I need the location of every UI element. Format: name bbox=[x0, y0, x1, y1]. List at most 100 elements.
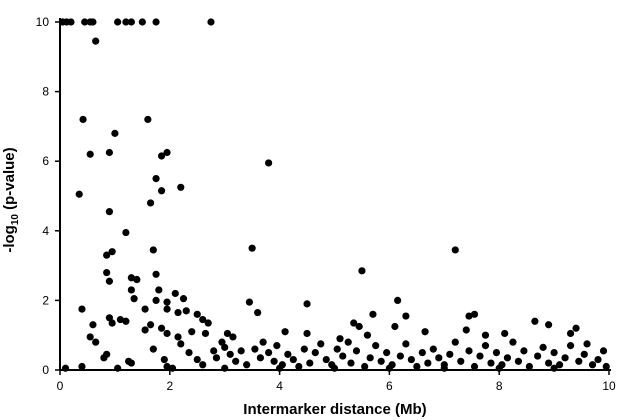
data-point bbox=[163, 148, 171, 157]
data-point bbox=[413, 362, 421, 371]
data-point bbox=[111, 129, 119, 137]
data-point bbox=[193, 355, 201, 364]
data-point bbox=[259, 338, 267, 346]
data-point bbox=[251, 345, 259, 353]
data-point bbox=[347, 359, 355, 367]
data-point bbox=[254, 308, 262, 317]
data-point bbox=[369, 310, 377, 318]
data-point bbox=[451, 338, 459, 346]
data-point bbox=[303, 300, 311, 308]
data-point bbox=[243, 361, 251, 369]
data-point bbox=[122, 317, 130, 325]
data-point bbox=[174, 333, 182, 341]
data-point bbox=[588, 361, 597, 369]
data-point bbox=[103, 350, 111, 358]
data-point bbox=[575, 357, 583, 365]
data-point bbox=[435, 354, 443, 362]
data-point bbox=[396, 352, 404, 360]
data-point bbox=[152, 296, 160, 304]
data-point bbox=[152, 270, 160, 278]
data-point bbox=[525, 362, 533, 371]
data-point bbox=[284, 350, 292, 358]
data-point bbox=[89, 321, 97, 329]
data-point bbox=[317, 340, 325, 348]
data-point bbox=[226, 350, 234, 358]
data-point bbox=[163, 298, 171, 306]
data-point bbox=[204, 319, 212, 327]
data-point bbox=[163, 362, 171, 371]
data-point bbox=[520, 347, 528, 355]
data-point bbox=[265, 159, 273, 167]
plot-area bbox=[59, 18, 610, 372]
data-point bbox=[174, 308, 182, 317]
x-tick-label: 10 bbox=[602, 379, 616, 393]
data-point bbox=[103, 251, 111, 259]
data-point bbox=[146, 199, 155, 207]
data-point bbox=[407, 355, 415, 364]
data-point bbox=[481, 331, 490, 339]
data-point bbox=[580, 350, 588, 358]
data-point bbox=[89, 18, 97, 26]
data-point bbox=[256, 354, 264, 362]
data-point bbox=[67, 18, 75, 26]
data-point bbox=[179, 295, 188, 303]
data-point bbox=[333, 345, 341, 353]
y-tick-label: 6 bbox=[42, 154, 49, 168]
y-axis-title-tail: (p-value) bbox=[1, 147, 18, 214]
y-tick-label: 2 bbox=[42, 293, 49, 307]
data-point bbox=[394, 296, 402, 304]
x-tick-label: 2 bbox=[166, 379, 173, 393]
data-point bbox=[265, 349, 273, 357]
data-point bbox=[79, 115, 87, 124]
data-point bbox=[377, 357, 385, 365]
data-point bbox=[108, 248, 116, 256]
data-point bbox=[75, 190, 83, 198]
data-point bbox=[465, 312, 473, 320]
data-point bbox=[322, 355, 330, 364]
data-point bbox=[270, 357, 278, 365]
data-point bbox=[545, 359, 553, 367]
data-point bbox=[355, 322, 363, 331]
data-point bbox=[105, 148, 114, 157]
data-point bbox=[141, 305, 149, 313]
data-point bbox=[133, 275, 141, 284]
data-point bbox=[160, 355, 168, 364]
data-point bbox=[424, 359, 432, 367]
data-point bbox=[421, 328, 429, 336]
data-point bbox=[81, 18, 89, 26]
data-point bbox=[248, 244, 256, 252]
data-point bbox=[127, 286, 135, 294]
data-point bbox=[237, 347, 245, 355]
data-point bbox=[462, 326, 470, 334]
x-tick-label: 6 bbox=[386, 379, 393, 393]
data-point bbox=[105, 208, 114, 216]
data-point bbox=[212, 354, 221, 362]
data-point bbox=[149, 345, 157, 353]
y-tick-label: 10 bbox=[36, 15, 50, 29]
data-point bbox=[363, 331, 372, 339]
data-point bbox=[470, 310, 479, 318]
y-axis-title: -log10 (p-value) bbox=[1, 147, 21, 252]
data-point bbox=[383, 349, 391, 357]
x-tick-label: 8 bbox=[496, 379, 503, 393]
data-point bbox=[358, 267, 366, 275]
data-point bbox=[531, 317, 539, 325]
data-point bbox=[127, 18, 135, 26]
data-point bbox=[509, 338, 517, 346]
y-axis-ticks: 0 2 4 6 8 10 bbox=[36, 15, 60, 377]
y-axis-title-subscript: 10 bbox=[10, 214, 21, 226]
data-point bbox=[141, 326, 149, 334]
data-point bbox=[602, 362, 610, 371]
data-point bbox=[481, 342, 490, 350]
data-point bbox=[418, 349, 426, 357]
data-point bbox=[146, 321, 155, 329]
data-point bbox=[539, 343, 547, 351]
data-point bbox=[599, 347, 608, 355]
x-tick-label: 0 bbox=[57, 379, 64, 393]
y-tick-label: 8 bbox=[42, 85, 49, 99]
data-point bbox=[78, 362, 86, 371]
data-point bbox=[476, 352, 484, 360]
data-point bbox=[127, 274, 135, 282]
data-point bbox=[182, 307, 190, 315]
data-point bbox=[583, 340, 591, 348]
